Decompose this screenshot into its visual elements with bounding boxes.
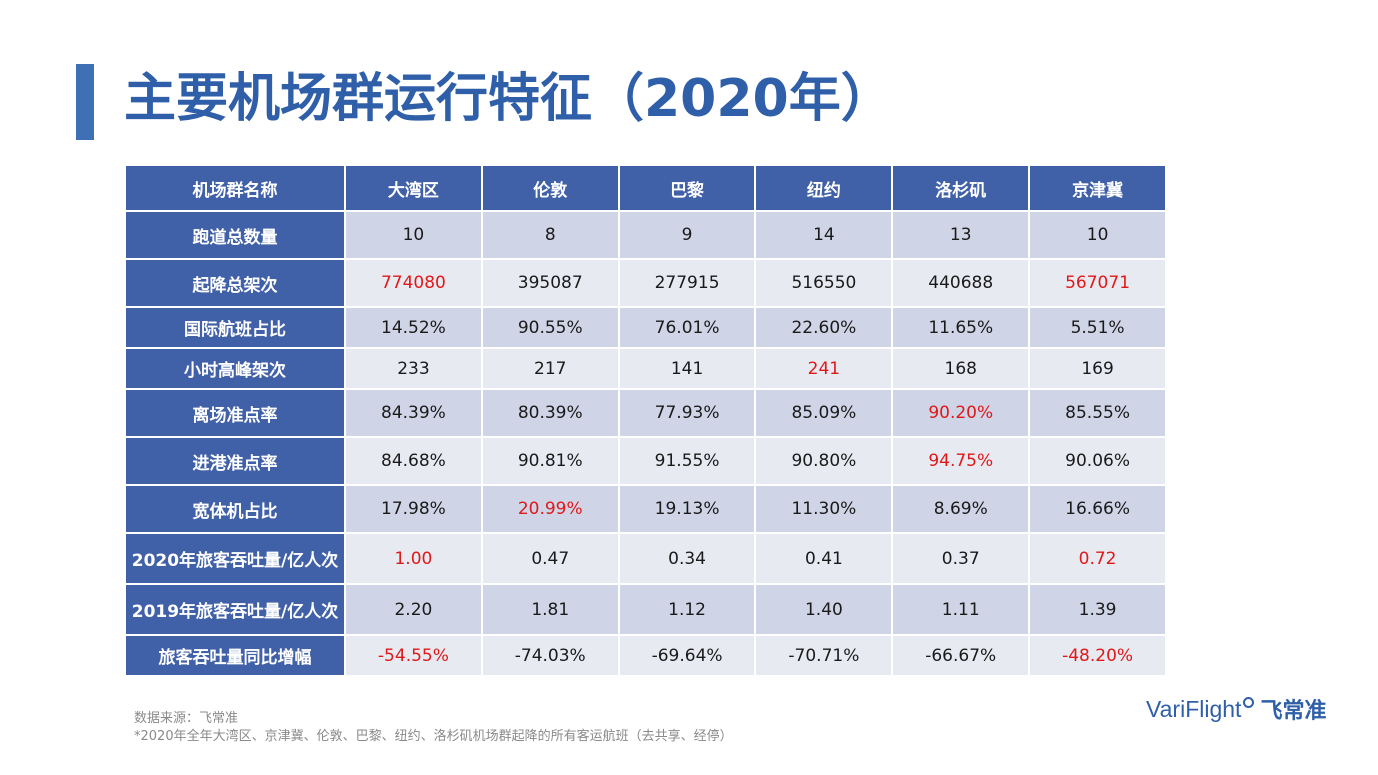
table-cell: 233 — [344, 347, 483, 390]
table-cell: 85.09% — [754, 388, 894, 438]
table-cell: 567071 — [1028, 258, 1167, 308]
table-cell: 1.81 — [480, 583, 620, 636]
logo-wordmark: VariFlight — [1146, 695, 1242, 722]
table-cell: 169 — [1028, 347, 1167, 390]
table-row: 进港准点率 84.68% 90.81% 91.55% 90.80% 94.75% 90.06… — [124, 436, 1167, 486]
table-cell: 774080 — [344, 258, 483, 308]
table-cell: 2.20 — [344, 583, 483, 636]
table-cell: -74.03% — [480, 634, 620, 677]
table-cell: -54.55% — [344, 634, 483, 677]
table-cell: 20.99% — [480, 484, 620, 534]
table-cell: 10 — [344, 210, 483, 260]
table-cell: 141 — [617, 347, 757, 390]
table-row: 小时高峰架次 233 217 141 241 168 169 — [124, 347, 1167, 390]
table-cell: 8.69% — [891, 484, 1031, 534]
footnote: 数据来源：飞常准 *2020年全年大湾区、京津冀、伦敦、巴黎、纽约、洛杉矶机场群… — [134, 710, 733, 746]
data-source: 数据来源：飞常准 — [134, 711, 239, 726]
table-cell: 10 — [1028, 210, 1167, 260]
header-cell: 纽约 — [754, 164, 894, 212]
row-label: 宽体机占比 — [124, 484, 346, 534]
table-row: 2019年旅客吞吐量/亿人次 2.20 1.81 1.12 1.40 1.11 1.39 — [124, 583, 1167, 636]
table-cell: 13 — [891, 210, 1031, 260]
table-cell: 77.93% — [617, 388, 757, 438]
table-cell: 0.41 — [754, 532, 894, 585]
table-cell: 277915 — [617, 258, 757, 308]
table-cell: 1.40 — [754, 583, 894, 636]
row-label: 起降总架次 — [124, 258, 346, 308]
row-label: 国际航班占比 — [124, 306, 346, 349]
table-cell: 0.47 — [480, 532, 620, 585]
table-cell: 9 — [617, 210, 757, 260]
table-header-row: 机场群名称 大湾区 伦敦 巴黎 纽约 洛杉矶 京津冀 — [124, 164, 1167, 212]
table-cell: 84.68% — [344, 436, 483, 486]
table-row: 国际航班占比 14.52% 90.55% 76.01% 22.60% 11.65% 5.51… — [124, 306, 1167, 349]
table-cell: 0.37 — [891, 532, 1031, 585]
logo-dot-icon — [1243, 696, 1255, 708]
table-row: 离场准点率 84.39% 80.39% 77.93% 85.09% 90.20% 85.55… — [124, 388, 1167, 438]
table-cell: 8 — [480, 210, 620, 260]
row-label: 跑道总数量 — [124, 210, 346, 260]
row-label: 旅客吞吐量同比增幅 — [124, 634, 346, 677]
header-cell: 伦敦 — [480, 164, 620, 212]
table-cell: 85.55% — [1028, 388, 1167, 438]
table-cell: 168 — [891, 347, 1031, 390]
table-cell: 11.65% — [891, 306, 1031, 349]
table-cell: 1.12 — [617, 583, 757, 636]
logo-chinese-name: 飞常准 — [1260, 699, 1327, 724]
header-cell: 洛杉矶 — [891, 164, 1031, 212]
table-cell: 241 — [754, 347, 894, 390]
table-cell: 1.00 — [344, 532, 483, 585]
variflight-logo: VariFlight 飞常准 — [1146, 692, 1326, 726]
table-row: 起降总架次 774080 395087 277915 516550 440688 56707… — [124, 258, 1167, 308]
table-cell: 217 — [480, 347, 620, 390]
table-cell: -69.64% — [617, 634, 757, 677]
title-accent-bar — [76, 64, 94, 140]
row-label: 2019年旅客吞吐量/亿人次 — [124, 583, 346, 636]
table-cell: 5.51% — [1028, 306, 1167, 349]
table-cell: 90.55% — [480, 306, 620, 349]
table-cell: 19.13% — [617, 484, 757, 534]
table-row: 2020年旅客吞吐量/亿人次 1.00 0.47 0.34 0.41 0.37 0.72 — [124, 532, 1167, 585]
airport-cluster-table: 机场群名称 大湾区 伦敦 巴黎 纽约 洛杉矶 京津冀 跑道总数量 10 8 9 14 13… — [124, 164, 1167, 677]
table-cell: 90.06% — [1028, 436, 1167, 486]
header-cell: 京津冀 — [1028, 164, 1167, 212]
table-cell: 14 — [754, 210, 894, 260]
row-label: 离场准点率 — [124, 388, 346, 438]
table-cell: 11.30% — [754, 484, 894, 534]
row-label: 2020年旅客吞吐量/亿人次 — [124, 532, 346, 585]
table-cell: 0.34 — [617, 532, 757, 585]
table-cell: -70.71% — [754, 634, 894, 677]
table-cell: 395087 — [480, 258, 620, 308]
table-row: 宽体机占比 17.98% 20.99% 19.13% 11.30% 8.69% 16.66% — [124, 484, 1167, 534]
table-row: 旅客吞吐量同比增幅 -54.55% -74.03% -69.64% -70.71% -66… — [124, 634, 1167, 677]
table-cell: 90.20% — [891, 388, 1031, 438]
table-cell: 14.52% — [344, 306, 483, 349]
table-cell: 17.98% — [344, 484, 483, 534]
scope-note: *2020年全年大湾区、京津冀、伦敦、巴黎、纽约、洛杉矶机场群起降的所有客运航班… — [134, 729, 733, 744]
table-cell: 16.66% — [1028, 484, 1167, 534]
table-cell: 90.80% — [754, 436, 894, 486]
table-cell: 90.81% — [480, 436, 620, 486]
header-cell: 巴黎 — [617, 164, 757, 212]
table-cell: 1.11 — [891, 583, 1031, 636]
table-cell: 440688 — [891, 258, 1031, 308]
table-cell: 1.39 — [1028, 583, 1167, 636]
table-cell: 516550 — [754, 258, 894, 308]
table-cell: -48.20% — [1028, 634, 1167, 677]
table-body: 跑道总数量 10 8 9 14 13 10 起降总架次 774080 395087 277915 51… — [124, 210, 1167, 677]
table-cell: 76.01% — [617, 306, 757, 349]
row-label: 进港准点率 — [124, 436, 346, 486]
table-cell: 80.39% — [480, 388, 620, 438]
page-title: 主要机场群运行特征（2020年） — [124, 69, 893, 129]
table-cell: 94.75% — [891, 436, 1031, 486]
table-cell: 84.39% — [344, 388, 483, 438]
row-label: 小时高峰架次 — [124, 347, 346, 390]
table-cell: 0.72 — [1028, 532, 1167, 585]
table-row: 跑道总数量 10 8 9 14 13 10 — [124, 210, 1167, 260]
header-cell: 大湾区 — [344, 164, 483, 212]
table-cell: 91.55% — [617, 436, 757, 486]
header-cell: 机场群名称 — [124, 164, 346, 212]
table-cell: 22.60% — [754, 306, 894, 349]
table-cell: -66.67% — [891, 634, 1031, 677]
